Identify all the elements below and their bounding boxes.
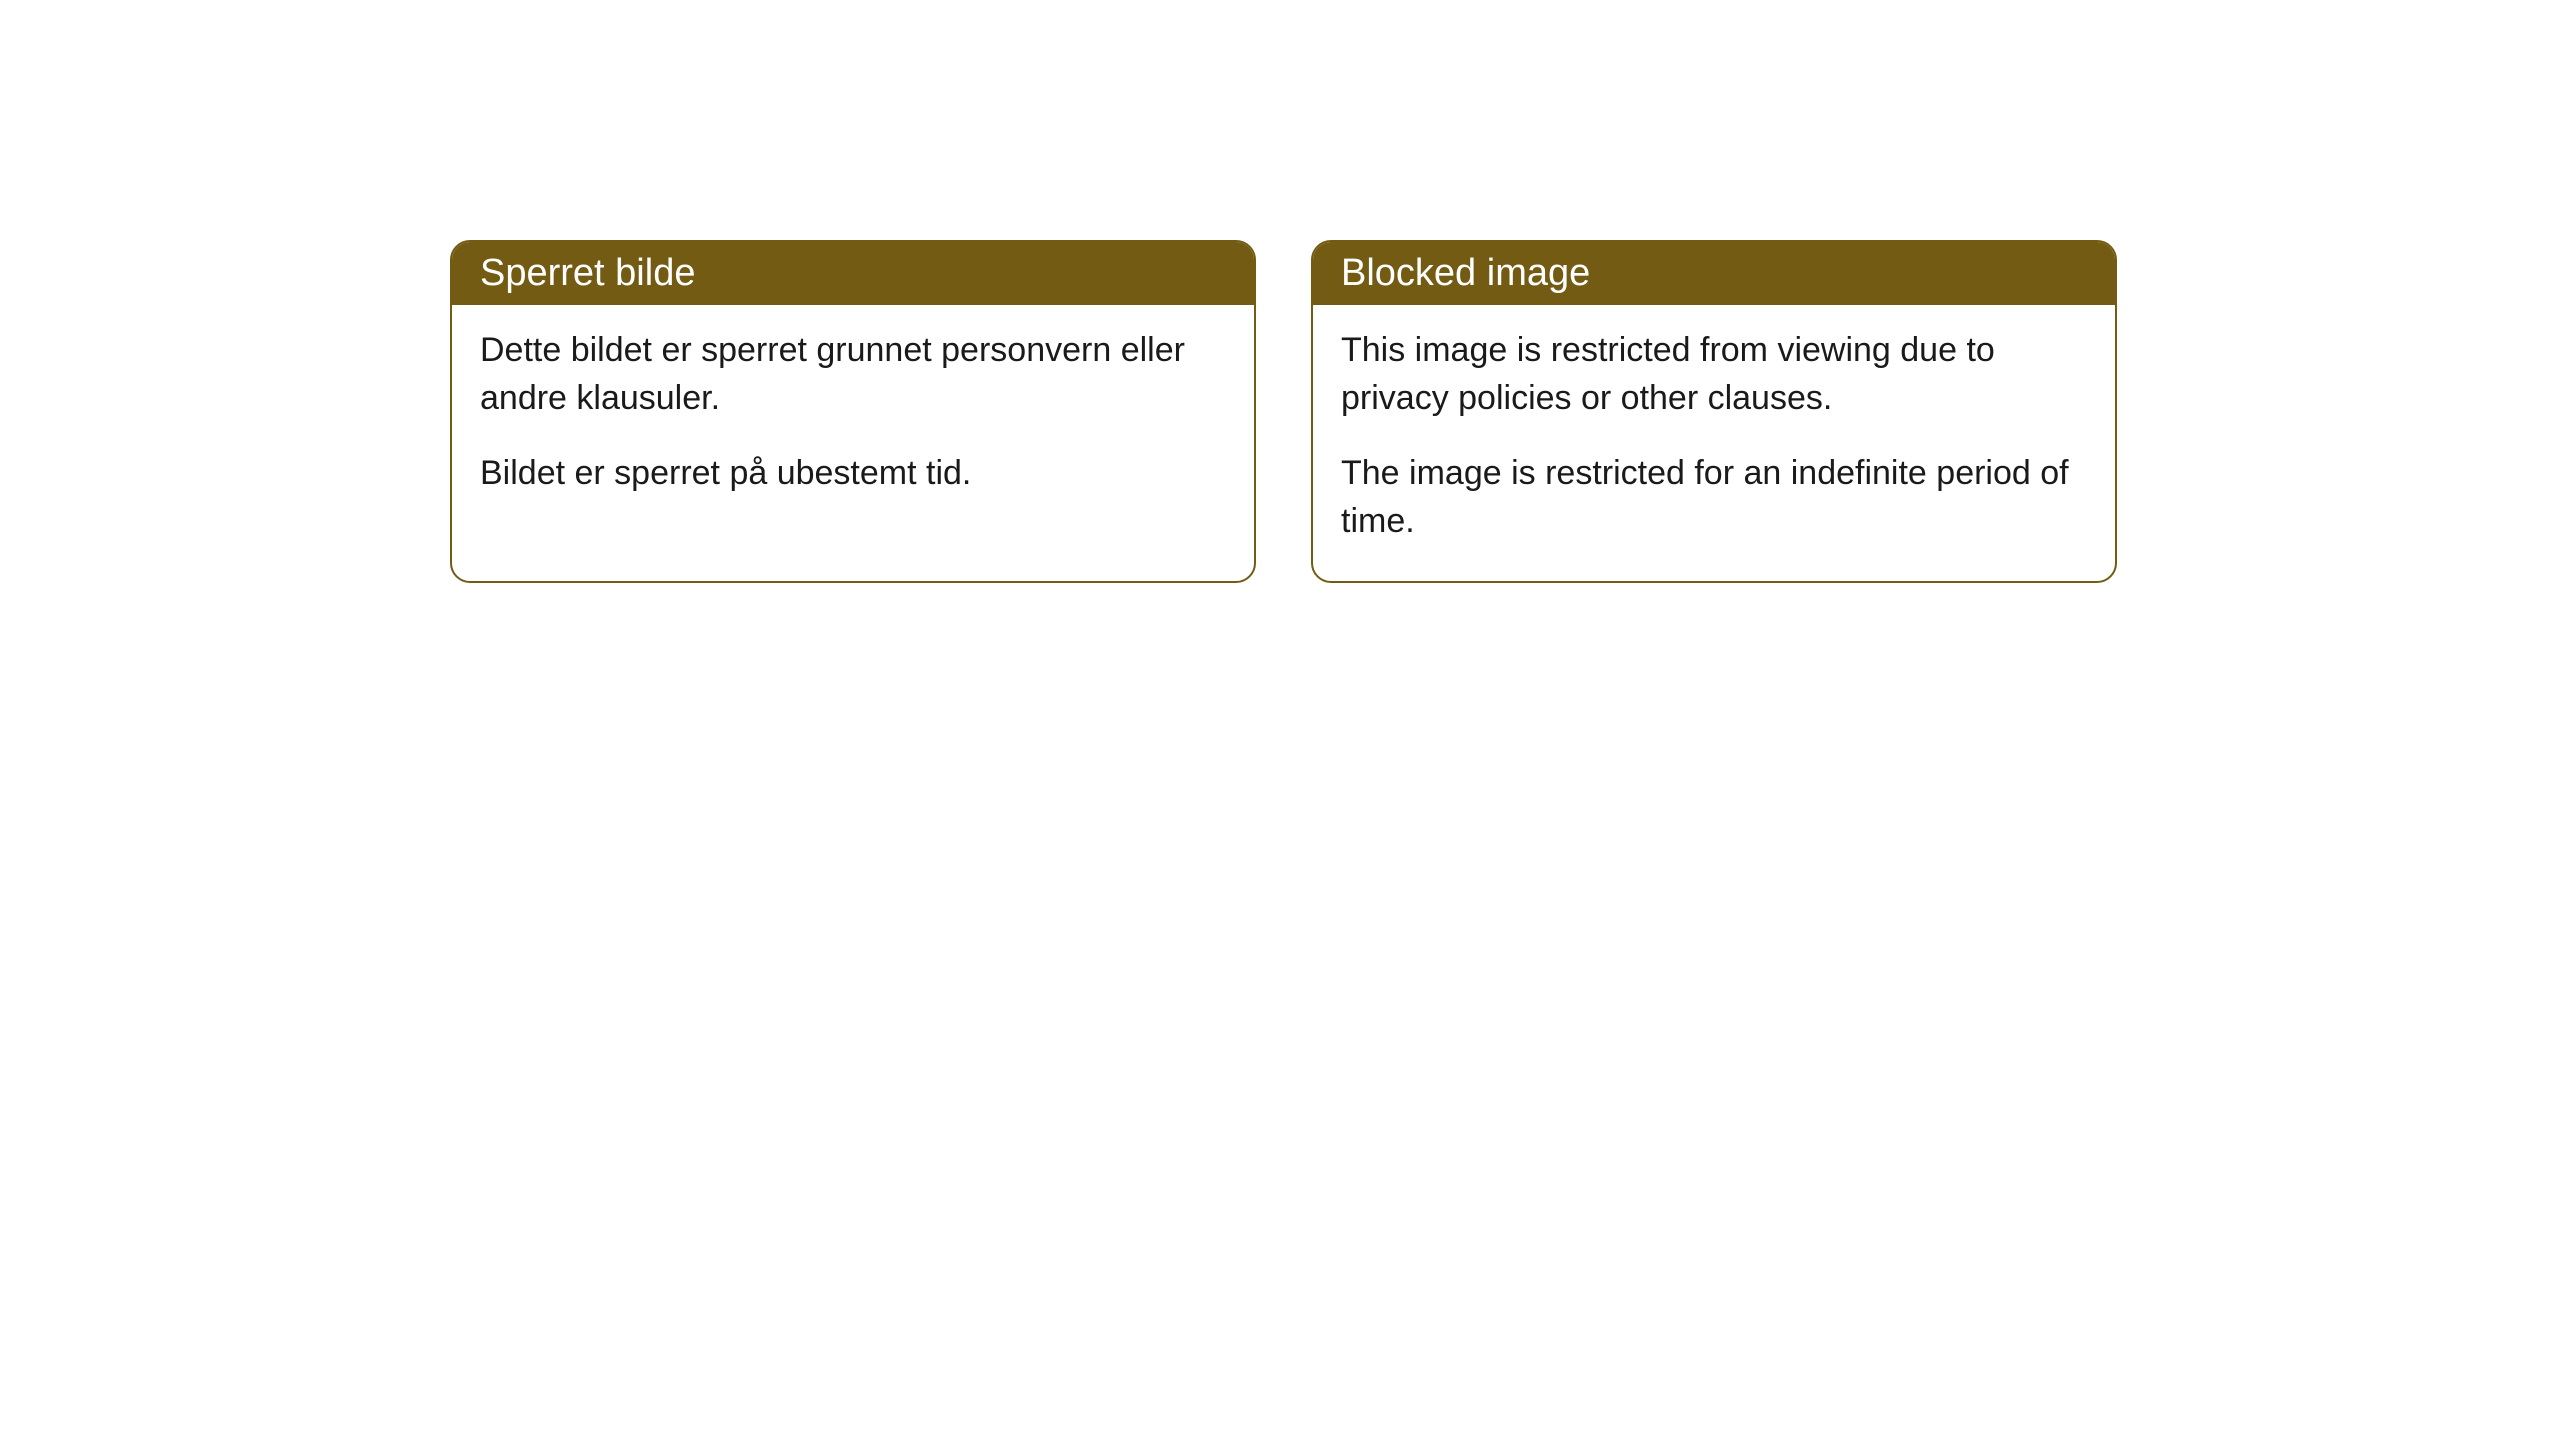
card-header-norwegian: Sperret bilde xyxy=(452,242,1254,305)
card-title: Sperret bilde xyxy=(480,252,695,294)
card-paragraph: Bildet er sperret på ubestemt tid. xyxy=(480,450,1226,498)
card-body-norwegian: Dette bildet er sperret grunnet personve… xyxy=(452,305,1254,534)
card-english: Blocked image This image is restricted f… xyxy=(1311,240,2117,583)
card-norwegian: Sperret bilde Dette bildet er sperret gr… xyxy=(450,240,1256,583)
card-paragraph: This image is restricted from viewing du… xyxy=(1341,327,2087,422)
card-body-english: This image is restricted from viewing du… xyxy=(1313,305,2115,581)
cards-container: Sperret bilde Dette bildet er sperret gr… xyxy=(450,240,2117,583)
card-paragraph: The image is restricted for an indefinit… xyxy=(1341,450,2087,545)
card-title: Blocked image xyxy=(1341,252,1590,294)
card-paragraph: Dette bildet er sperret grunnet personve… xyxy=(480,327,1226,422)
card-header-english: Blocked image xyxy=(1313,242,2115,305)
